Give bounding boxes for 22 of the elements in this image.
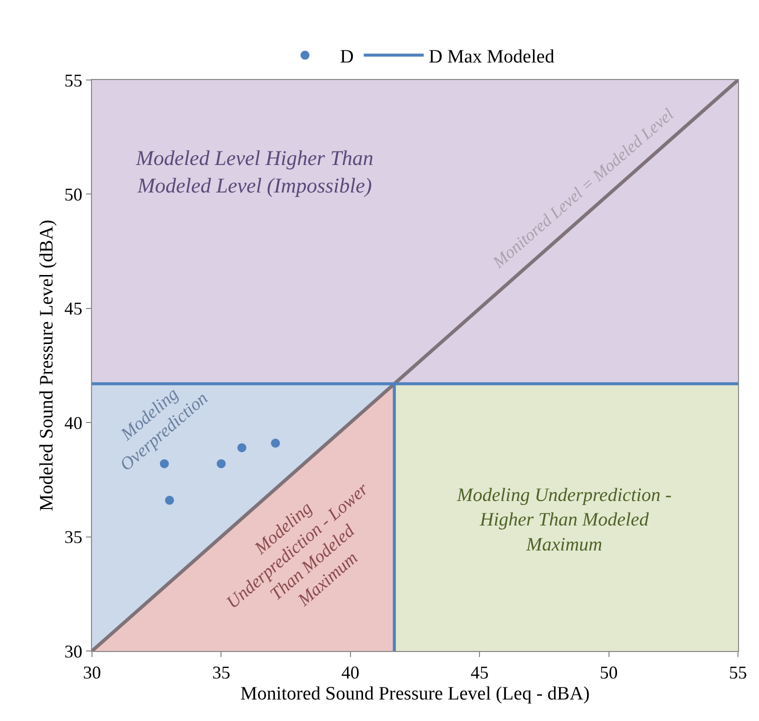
x-tick-label: 30	[83, 662, 101, 683]
x-tick-label: 40	[341, 662, 360, 683]
y-tick-label: 35	[64, 527, 82, 548]
y-tick-label: 30	[64, 641, 82, 662]
y-tick-label: 50	[64, 184, 82, 204]
y-tick-label: 55	[64, 70, 82, 90]
x-tick-label: 50	[600, 662, 618, 683]
annotation: Modeled Level Higher Than Modeled Level (Impossible)	[135, 146, 374, 198]
point	[270, 438, 280, 448]
y-tick-label: 45	[64, 298, 82, 319]
x-tick-label: 35	[212, 662, 230, 683]
y-axis-title: Modeled Sound Pressure Level (dBA)	[36, 220, 58, 512]
point	[216, 459, 226, 468]
y-tick-label: 40	[64, 412, 82, 433]
x-axis-title: Monitored Sound Pressure Level (Leq - dBA)	[240, 683, 590, 704]
x-tick-label: 45	[470, 662, 489, 683]
legend-label: D	[340, 46, 354, 68]
point	[165, 496, 174, 505]
x-tick-label: 55	[729, 662, 747, 683]
point	[237, 443, 246, 452]
legend-label: D Max Modeled	[428, 46, 555, 68]
annotation: Modeling Underprediction - Higher Than Modeled Maximum	[456, 485, 672, 556]
